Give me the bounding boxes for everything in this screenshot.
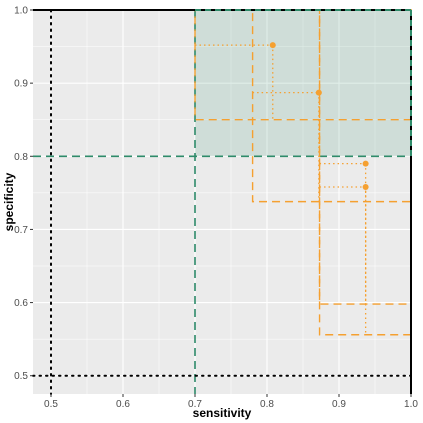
reference-lines [32,9,412,395]
x-axis-title: sensitivity [193,406,252,420]
x-tick-label: 1.0 [404,399,418,410]
target-region-fill [195,10,411,157]
y-tick-label: 0.6 [14,298,28,309]
x-axis-ticks: 0.5 0.6 0.7 0.8 0.9 1.0 [44,394,418,410]
data-point [269,42,276,49]
y-tick-label: 0.9 [14,79,28,90]
x-tick-label: 0.6 [116,399,130,410]
y-tick-label: 0.8 [14,152,28,163]
target-region [33,10,411,394]
y-axis-ticks: 0.5 0.6 0.7 0.8 0.9 1.0 [14,6,33,382]
data-point [362,184,369,191]
x-tick-label: 0.8 [260,399,274,410]
y-tick-label: 0.7 [14,225,28,236]
y-axis-title: specificity [2,172,16,231]
data-point [315,89,322,96]
data-point [362,160,369,167]
y-tick-label: 1.0 [14,6,28,17]
plot-panel [33,10,411,394]
y-tick-label: 0.5 [14,371,28,382]
x-tick-label: 0.7 [188,399,202,410]
data-points [269,42,369,191]
x-tick-label: 0.9 [332,399,346,410]
x-tick-label: 0.5 [44,399,58,410]
